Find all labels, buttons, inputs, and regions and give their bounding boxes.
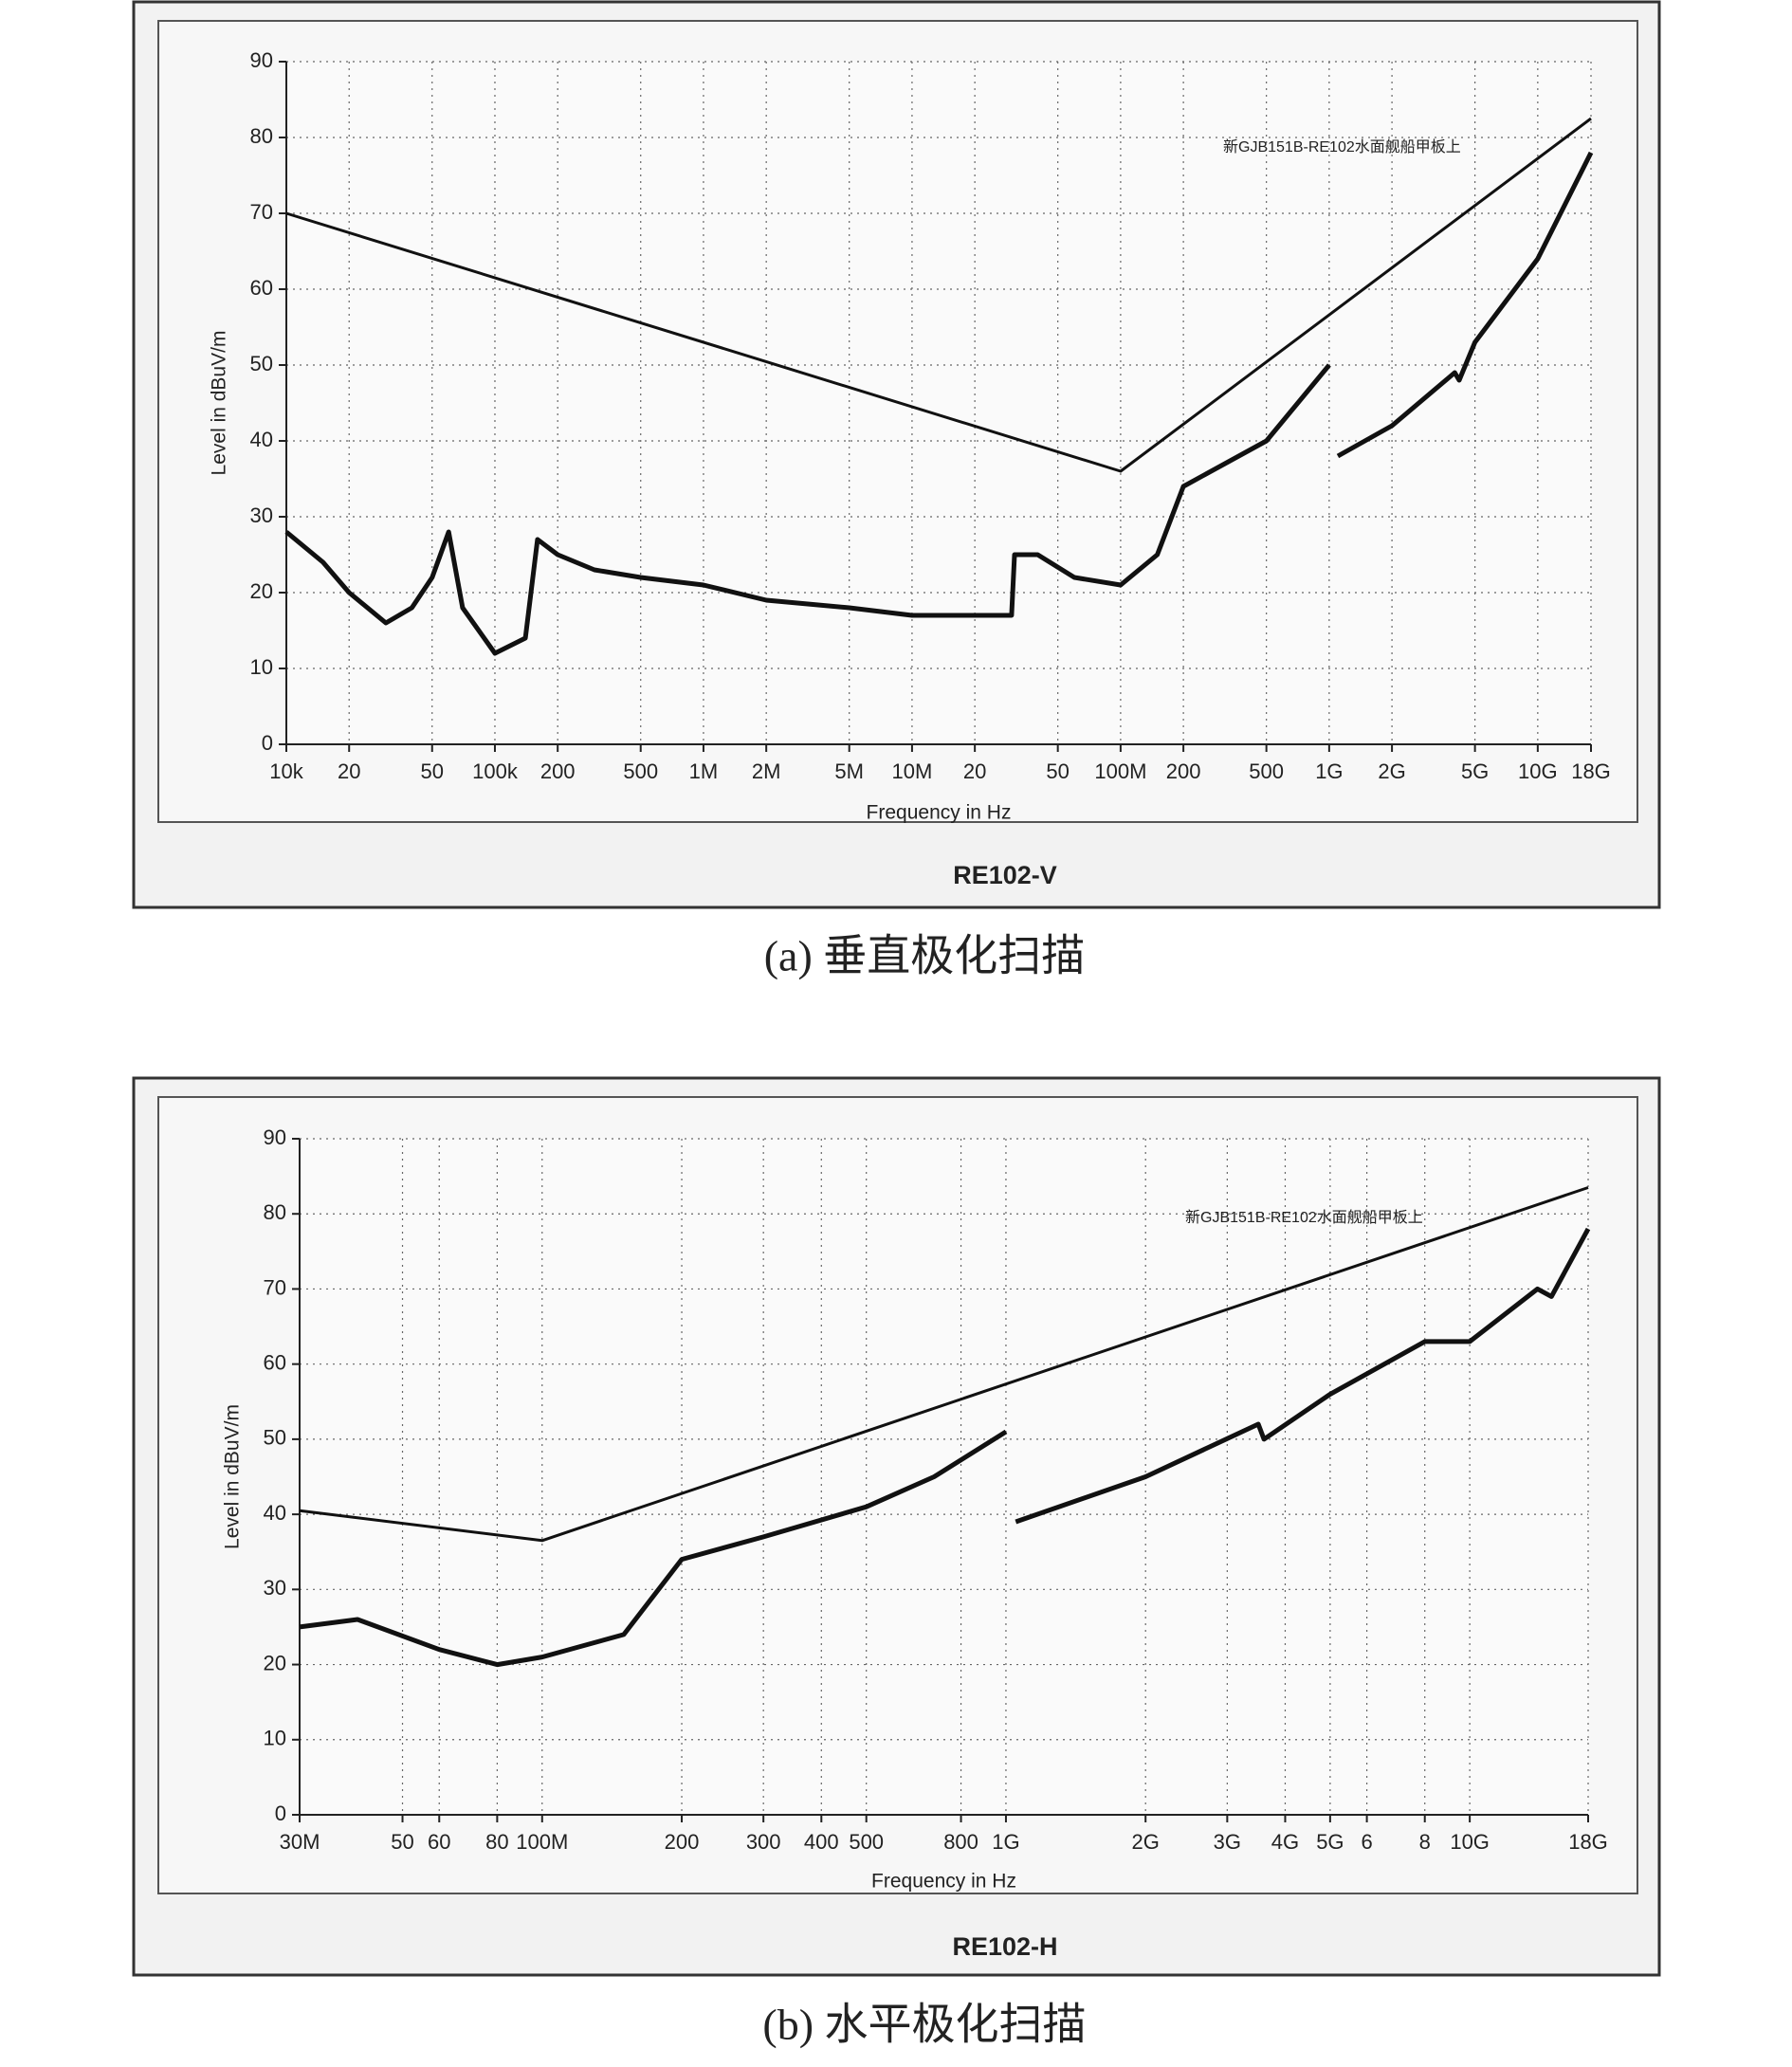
x-tick-label: 50 bbox=[1046, 759, 1069, 783]
series-line bbox=[285, 117, 1592, 473]
y-tick-label: 40 bbox=[250, 428, 273, 451]
y-tick-label: 60 bbox=[250, 276, 273, 300]
chart-title: RE102-H bbox=[952, 1932, 1057, 1961]
y-tick-label: 0 bbox=[275, 1802, 286, 1825]
x-tick-label: 5M bbox=[834, 759, 864, 783]
annotation: 新GJB151B-RE102水面舰船甲板上 bbox=[1223, 138, 1461, 155]
x-tick-label: 50 bbox=[391, 1830, 413, 1854]
x-tick-label: 8 bbox=[1419, 1830, 1431, 1854]
x-tick-label: 500 bbox=[849, 1830, 884, 1854]
x-tick-label: 60 bbox=[428, 1830, 450, 1854]
x-tick-label: 500 bbox=[623, 759, 658, 783]
x-tick-label: 18G bbox=[1571, 759, 1611, 783]
x-tick-label: 20 bbox=[963, 759, 986, 783]
caption: (b) 水平极化扫描 bbox=[762, 2001, 1086, 2049]
x-tick-label: 1G bbox=[992, 1830, 1019, 1854]
x-tick-label: 80 bbox=[485, 1830, 508, 1854]
y-tick-label: 70 bbox=[264, 1275, 286, 1299]
x-axis-label: Frequency in Hz bbox=[871, 1871, 1016, 1893]
x-tick-label: 50 bbox=[421, 759, 444, 783]
chart-title: RE102-V bbox=[953, 861, 1057, 889]
series-line bbox=[299, 1186, 1589, 1543]
y-tick-label: 30 bbox=[250, 503, 273, 527]
x-tick-label: 10k bbox=[269, 759, 303, 783]
x-tick-label: 30M bbox=[280, 1830, 320, 1854]
series-line bbox=[284, 151, 1594, 656]
x-tick-label: 10G bbox=[1450, 1830, 1490, 1854]
x-tick-label: 20 bbox=[338, 759, 360, 783]
plot-area bbox=[300, 1139, 1588, 1815]
y-tick-label: 20 bbox=[264, 1651, 286, 1674]
x-tick-label: 2G bbox=[1378, 759, 1405, 783]
x-tick-label: 10G bbox=[1518, 759, 1558, 783]
x-tick-label: 2M bbox=[752, 759, 781, 783]
y-tick-label: 10 bbox=[250, 655, 273, 679]
y-tick-label: 90 bbox=[250, 48, 273, 72]
y-tick-label: 90 bbox=[264, 1125, 286, 1149]
x-tick-label: 6 bbox=[1361, 1830, 1372, 1854]
x-tick-label: 1G bbox=[1315, 759, 1343, 783]
y-tick-label: 80 bbox=[264, 1200, 286, 1224]
x-tick-label: 4G bbox=[1271, 1830, 1299, 1854]
caption: (a) 垂直极化扫描 bbox=[764, 932, 1086, 980]
y-tick-label: 70 bbox=[250, 200, 273, 224]
series-line bbox=[299, 1227, 1591, 1668]
x-tick-label: 200 bbox=[1166, 759, 1201, 783]
x-tick-label: 100k bbox=[472, 759, 519, 783]
x-tick-label: 100M bbox=[1094, 759, 1146, 783]
y-axis-label: Level in dBuV/m bbox=[209, 331, 230, 476]
x-tick-label: 300 bbox=[746, 1830, 781, 1854]
x-tick-label: 5G bbox=[1461, 759, 1489, 783]
x-axis-label: Frequency in Hz bbox=[867, 802, 1012, 824]
y-tick-label: 80 bbox=[250, 124, 273, 148]
y-tick-label: 40 bbox=[264, 1501, 286, 1525]
y-axis-label: Level in dBuV/m bbox=[222, 1404, 244, 1549]
x-tick-label: 500 bbox=[1249, 759, 1284, 783]
x-tick-label: 100M bbox=[516, 1830, 568, 1854]
x-tick-label: 1M bbox=[689, 759, 719, 783]
x-tick-label: 200 bbox=[665, 1830, 700, 1854]
y-tick-label: 50 bbox=[250, 352, 273, 375]
x-tick-label: 2G bbox=[1132, 1830, 1160, 1854]
x-tick-label: 400 bbox=[804, 1830, 839, 1854]
y-tick-label: 60 bbox=[264, 1350, 286, 1374]
x-tick-label: 3G bbox=[1214, 1830, 1241, 1854]
y-tick-label: 20 bbox=[250, 579, 273, 603]
x-tick-label: 10M bbox=[892, 759, 933, 783]
x-tick-label: 18G bbox=[1568, 1830, 1608, 1854]
y-tick-label: 10 bbox=[264, 1727, 286, 1750]
y-tick-label: 0 bbox=[262, 731, 273, 755]
y-tick-label: 50 bbox=[264, 1426, 286, 1450]
plot-area bbox=[286, 62, 1591, 744]
x-tick-label: 800 bbox=[943, 1830, 978, 1854]
x-tick-label: 5G bbox=[1316, 1830, 1344, 1854]
annotation: 新GJB151B-RE102水面舰船甲板上 bbox=[1185, 1209, 1423, 1226]
y-tick-label: 30 bbox=[264, 1576, 286, 1600]
x-tick-label: 200 bbox=[540, 759, 576, 783]
